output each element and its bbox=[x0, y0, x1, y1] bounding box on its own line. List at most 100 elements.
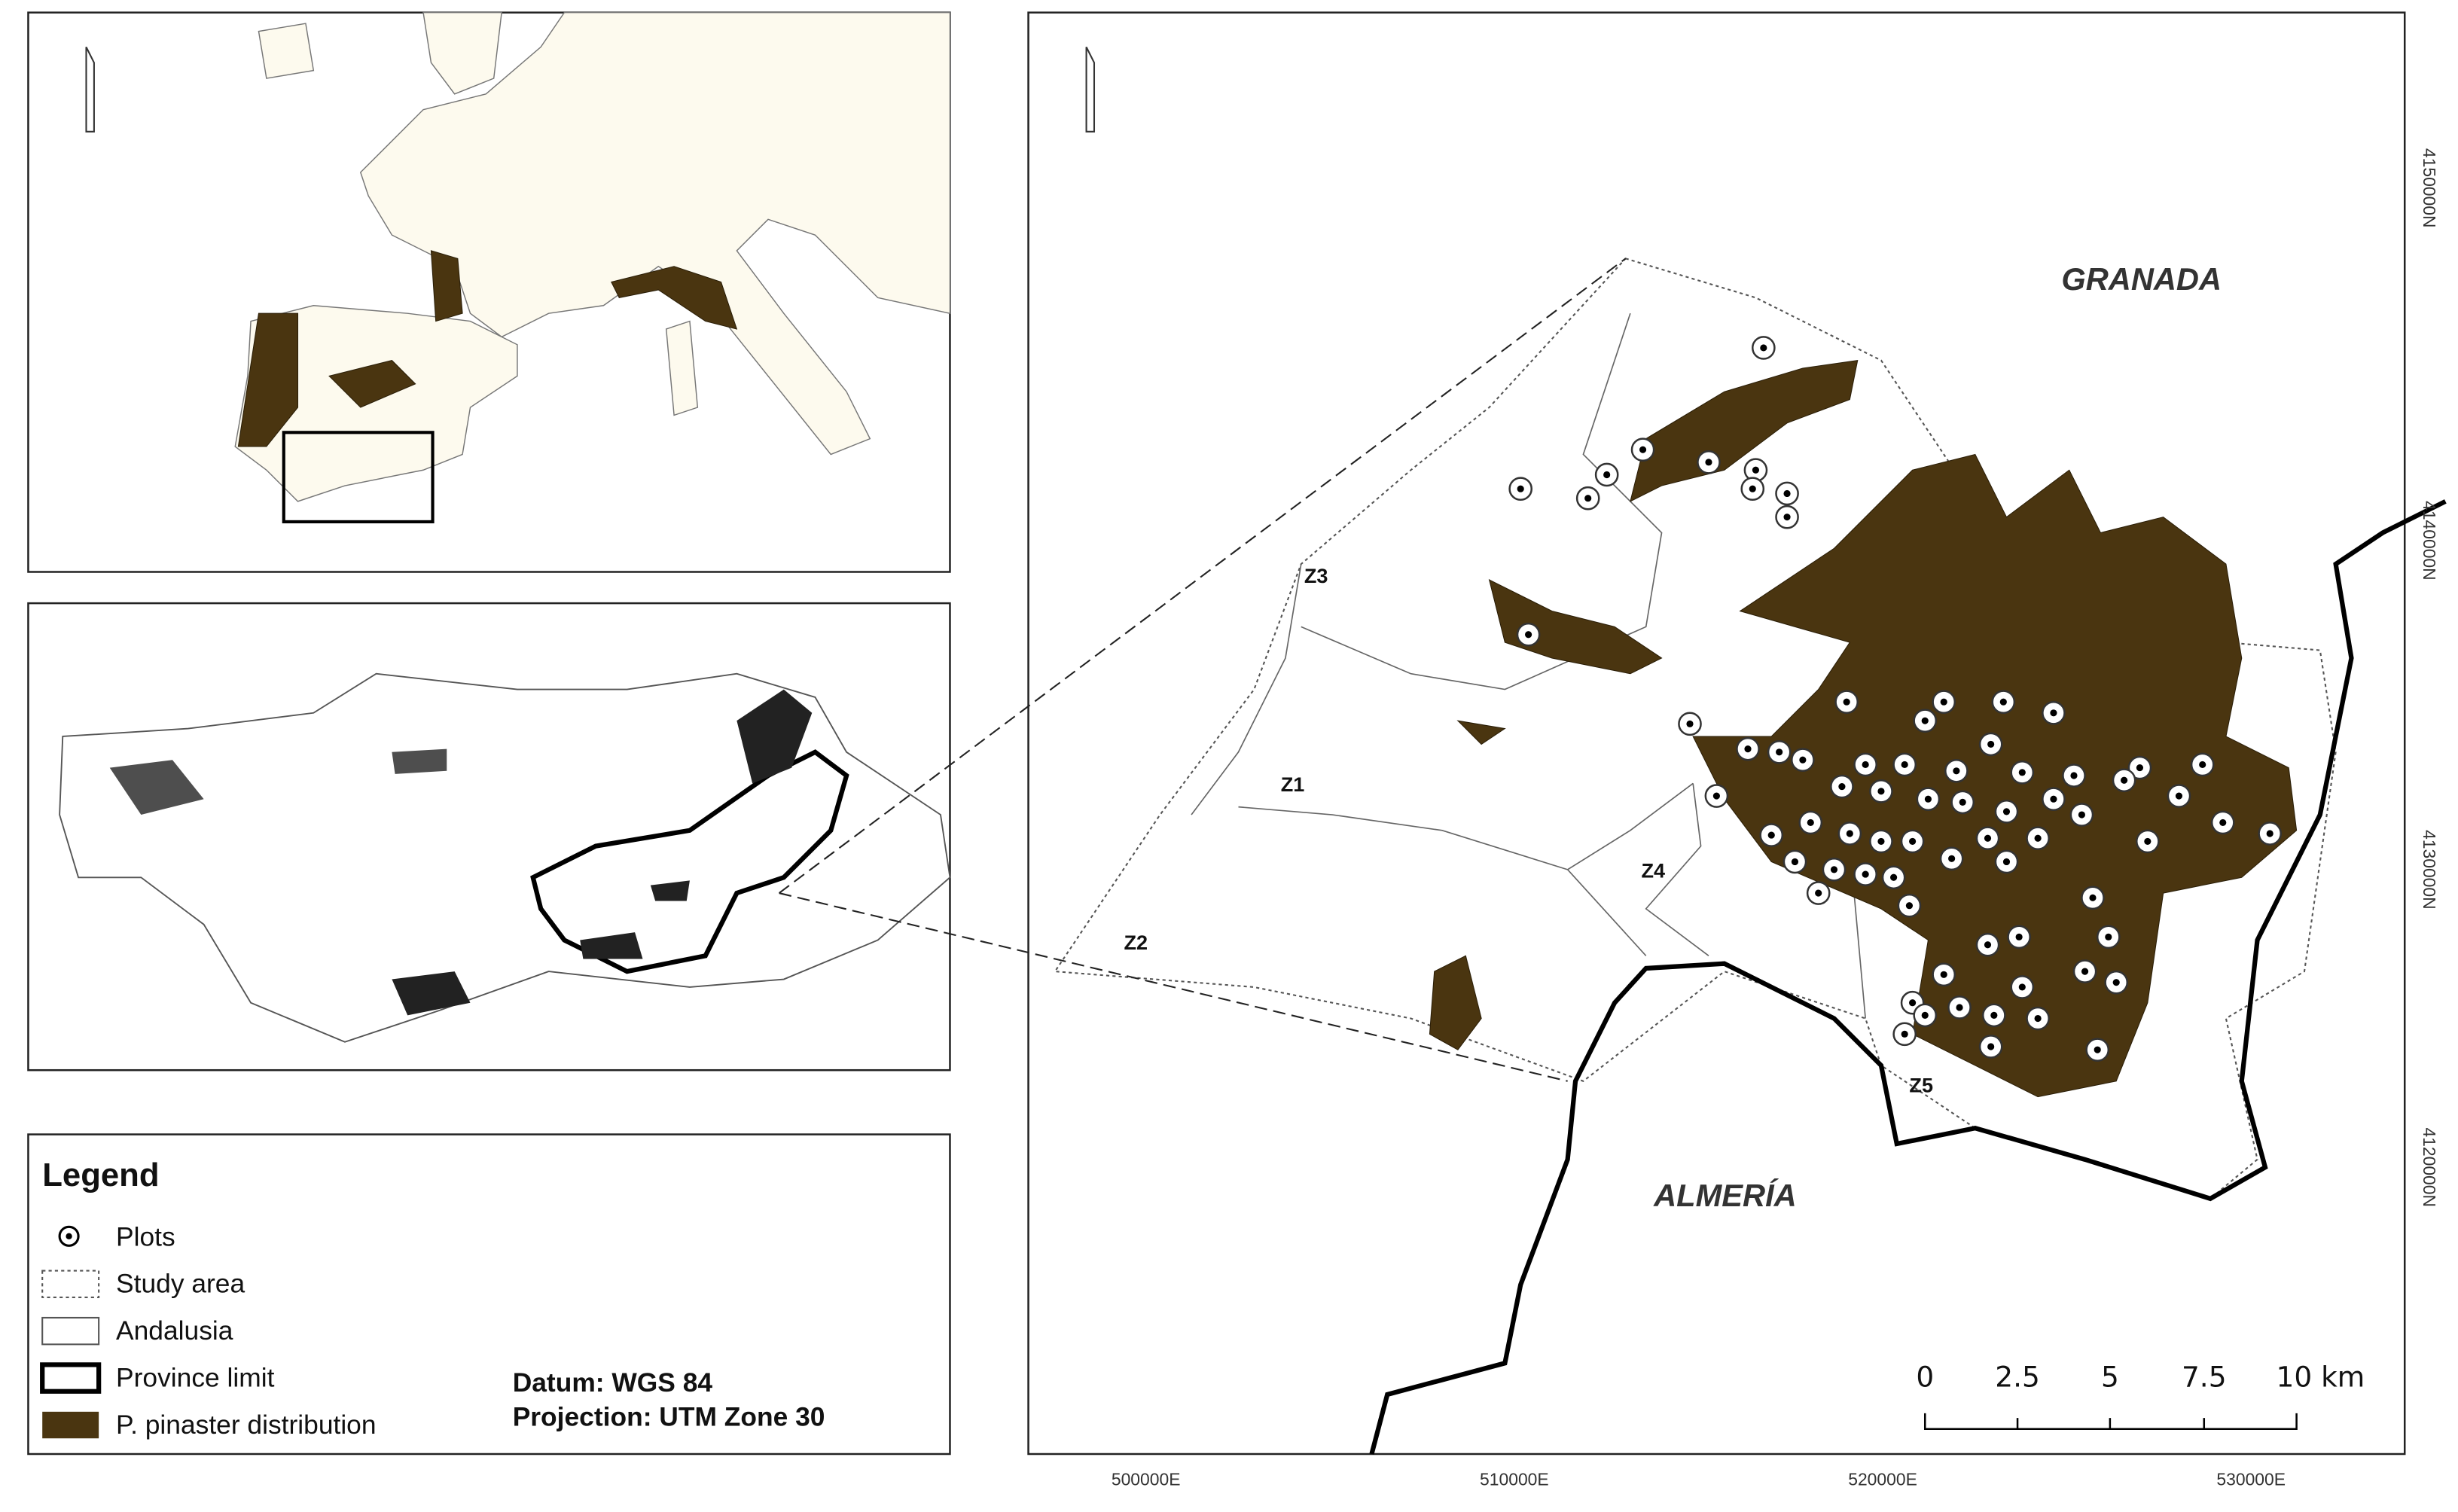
plot-dot bbox=[2018, 983, 2026, 991]
plot-dot bbox=[1901, 761, 1908, 769]
plot-dot bbox=[1752, 466, 1760, 474]
plot-dot bbox=[2050, 709, 2057, 717]
plot-dot bbox=[1749, 485, 1756, 492]
andalusia-inset bbox=[27, 602, 951, 1072]
plot-dot bbox=[2094, 1046, 2101, 1053]
legend-item: P. pinaster distribution bbox=[116, 1410, 377, 1440]
zone-label: Z5 bbox=[1909, 1074, 1933, 1096]
plot-dot bbox=[1921, 717, 1929, 724]
legend-item: Plots bbox=[116, 1222, 175, 1251]
plot-dot bbox=[1862, 870, 1869, 878]
projection: Projection: UTM Zone 30 bbox=[513, 1403, 825, 1432]
legend: Legend Plots Study area Andalusia Provin… bbox=[27, 1133, 951, 1456]
legend-item: Province limit bbox=[116, 1364, 275, 1393]
y-coordinate-label: 4140000N bbox=[2420, 501, 2439, 581]
plot-dot bbox=[1956, 1004, 1963, 1011]
plot-dot bbox=[2199, 761, 2206, 769]
plot-dot bbox=[2070, 772, 2078, 779]
plot-dot bbox=[1843, 698, 1850, 706]
plot-dot bbox=[1924, 795, 1932, 803]
plot-dot bbox=[1948, 855, 1956, 862]
plot-dot bbox=[2121, 776, 2128, 784]
plot-dot bbox=[2105, 933, 2112, 940]
plot-dot bbox=[2112, 979, 2120, 986]
plots bbox=[1508, 336, 2283, 1062]
province-label: GRANADA bbox=[2061, 261, 2222, 297]
plot-dot bbox=[2002, 808, 2011, 815]
plot-dot bbox=[2175, 792, 2183, 800]
plot-dot bbox=[1862, 761, 1869, 769]
plot-dot bbox=[1940, 971, 1947, 978]
legend-title: Legend bbox=[42, 1157, 159, 1193]
scale-label: 10 km bbox=[2277, 1361, 2365, 1394]
plot-dot bbox=[1767, 831, 1775, 839]
plot-dot bbox=[1517, 485, 1524, 492]
plot-dot bbox=[1990, 1011, 1998, 1019]
plot-dot bbox=[1984, 941, 1992, 949]
plot-dot bbox=[1940, 698, 1947, 706]
plot-dot bbox=[1921, 1011, 1929, 1019]
plot-dot bbox=[1909, 837, 1917, 845]
scale-label: 7.5 bbox=[2182, 1361, 2227, 1394]
zone-label: Z1 bbox=[1281, 773, 1305, 796]
plot-dot bbox=[2002, 858, 2011, 866]
y-coordinate-label: 4150000N bbox=[2420, 148, 2439, 228]
plot-dot bbox=[1905, 902, 1914, 910]
plot-dot bbox=[1705, 459, 1712, 466]
plot-dot bbox=[2136, 764, 2144, 772]
scale-label: 2.5 bbox=[1995, 1361, 2040, 1394]
y-coordinate-label: 4130000N bbox=[2420, 830, 2439, 910]
plot-dot bbox=[1525, 631, 1532, 639]
plot-dot bbox=[1890, 873, 1898, 881]
plot-dot bbox=[2050, 795, 2057, 803]
zone-label: Z2 bbox=[1124, 931, 1148, 954]
zone-label: Z3 bbox=[1304, 565, 1328, 587]
plot-dot bbox=[1830, 866, 1838, 873]
plot-dot bbox=[1686, 720, 1694, 727]
y-coordinate-label: 4120000N bbox=[2420, 1127, 2439, 1207]
legend-item: Study area bbox=[116, 1270, 245, 1299]
main-map: GRANADA ALMERÍA Z1 Z2 Z3 Z4 Z5 0 2.5 5 7… bbox=[778, 11, 2447, 1489]
plot-dot bbox=[1909, 999, 1917, 1007]
plot-dot bbox=[2078, 811, 2085, 818]
plot-dot bbox=[2018, 769, 2026, 776]
plot-dot bbox=[2034, 834, 2042, 842]
datum: Datum: WGS 84 bbox=[513, 1368, 713, 1398]
province-label: ALMERÍA bbox=[1653, 1178, 1797, 1213]
plot-dot bbox=[1639, 446, 1647, 453]
plot-dot bbox=[1791, 858, 1799, 866]
plot-dot bbox=[1959, 798, 1966, 806]
plot-dot bbox=[1603, 471, 1611, 479]
zone-label: Z4 bbox=[1641, 859, 1665, 882]
plot-dot bbox=[1783, 489, 1791, 498]
plot-dot bbox=[1877, 788, 1885, 795]
x-coordinate-label: 530000E bbox=[2216, 1470, 2286, 1489]
plot-dot bbox=[1846, 830, 1853, 837]
plot-dot bbox=[1760, 344, 1767, 352]
scale-label: 0 bbox=[1916, 1361, 1934, 1394]
europe-inset bbox=[27, 11, 951, 573]
plot-dot bbox=[1799, 756, 1807, 764]
plot-dot bbox=[2034, 1014, 2042, 1023]
plot-dot bbox=[1877, 837, 1885, 845]
plot-dot bbox=[1712, 792, 1720, 800]
plot-dot bbox=[2015, 933, 2023, 940]
plot-dot bbox=[1584, 495, 1592, 502]
scale-label: 5 bbox=[2101, 1361, 2119, 1394]
plot-dot bbox=[1984, 834, 1992, 842]
plot-dot bbox=[1807, 818, 1814, 827]
plot-dot bbox=[1953, 767, 1960, 775]
x-coordinate-label: 520000E bbox=[1848, 1470, 1917, 1489]
plot-dot bbox=[1901, 1030, 1908, 1038]
plot-dot bbox=[1783, 514, 1791, 521]
plot-dot bbox=[1838, 782, 1846, 791]
plot-dot bbox=[2144, 837, 2152, 845]
plot-dot bbox=[1744, 745, 1752, 753]
plot-dot bbox=[1776, 748, 1783, 756]
plot-dot bbox=[2081, 968, 2089, 975]
plot-dot bbox=[2266, 830, 2273, 837]
x-coordinate-label: 500000E bbox=[1112, 1470, 1181, 1489]
plot-dot bbox=[1987, 1043, 1995, 1050]
plot-dot bbox=[2089, 894, 2097, 901]
